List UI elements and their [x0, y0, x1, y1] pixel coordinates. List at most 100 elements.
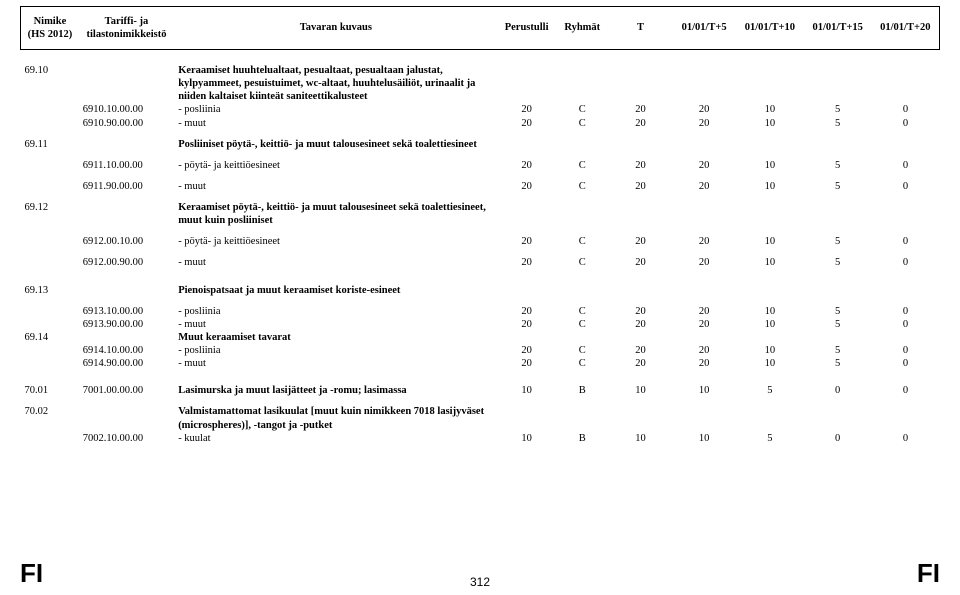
- cell-t5: [672, 405, 736, 431]
- cell-t5: 20: [672, 180, 736, 193]
- cell-t20: [872, 284, 940, 297]
- tariff-table: Nimike (HS 2012) Tariffi- ja tilastonimi…: [20, 6, 940, 445]
- cell-tariffi: 7002.10.00.00: [79, 432, 174, 445]
- cell-t20: 0: [872, 103, 940, 116]
- cell-t20: 0: [872, 344, 940, 357]
- cell-kuvaus: - posliinia: [174, 103, 497, 116]
- cell-t: 20: [609, 305, 673, 318]
- footer-right: FI: [917, 558, 940, 589]
- table-row: 6911.10.00.00- pöytä- ja keittiöesineet2…: [21, 159, 940, 172]
- cell-kuvaus: - muut: [174, 117, 497, 130]
- cell-t10: 10: [736, 344, 804, 357]
- cell-t: 10: [609, 432, 673, 445]
- cell-t10: 10: [736, 318, 804, 331]
- cell-t20: [872, 331, 940, 344]
- table-header: Nimike (HS 2012) Tariffi- ja tilastonimi…: [21, 7, 940, 50]
- cell-t5: [672, 64, 736, 103]
- cell-t10: 10: [736, 305, 804, 318]
- table-row: [21, 227, 940, 235]
- cell-perustulli: 10: [497, 384, 555, 397]
- cell-t5: 20: [672, 344, 736, 357]
- cell-t15: 5: [804, 256, 872, 269]
- cell-t: [609, 201, 673, 227]
- cell-kuvaus: - muut: [174, 256, 497, 269]
- cell-t15: 5: [804, 117, 872, 130]
- col-t20: 01/01/T+20: [872, 7, 940, 50]
- cell-t: 20: [609, 103, 673, 116]
- cell-kuvaus: - posliinia: [174, 305, 497, 318]
- cell-kuvaus: - pöytä- ja keittiöesineet: [174, 235, 497, 248]
- cell-t15: [804, 331, 872, 344]
- cell-nimike: [21, 103, 79, 116]
- table-row: 6912.00.90.00- muut20C20201050: [21, 256, 940, 269]
- table-row: 69.12Keraamiset pöytä-, keittiö- ja muut…: [21, 201, 940, 227]
- cell-t5: 20: [672, 235, 736, 248]
- cell-t20: [872, 64, 940, 103]
- cell-t5: 10: [672, 432, 736, 445]
- cell-kuvaus: - muut: [174, 357, 497, 370]
- cell-ryhmat: B: [556, 384, 609, 397]
- cell-nimike: [21, 159, 79, 172]
- cell-perustulli: 20: [497, 357, 555, 370]
- cell-t15: 5: [804, 180, 872, 193]
- cell-ryhmat: C: [556, 159, 609, 172]
- cell-t: 20: [609, 256, 673, 269]
- table-row: 69.10Keraamiset huuhtelualtaat, pesualta…: [21, 64, 940, 103]
- cell-t10: 10: [736, 180, 804, 193]
- cell-t15: 0: [804, 384, 872, 397]
- cell-t: [609, 64, 673, 103]
- table-row: 6913.90.00.00- muut20C20201050: [21, 318, 940, 331]
- table-row: 7002.10.00.00- kuulat10B1010500: [21, 432, 940, 445]
- cell-nimike: 69.12: [21, 201, 79, 227]
- cell-t20: 0: [872, 180, 940, 193]
- cell-nimike: 69.11: [21, 138, 79, 151]
- cell-t10: [736, 138, 804, 151]
- table-row: 6912.00.10.00- pöytä- ja keittiöesineet2…: [21, 235, 940, 248]
- cell-nimike: 70.02: [21, 405, 79, 431]
- cell-tariffi: [79, 284, 174, 297]
- cell-nimike: [21, 180, 79, 193]
- cell-t15: 5: [804, 103, 872, 116]
- cell-t5: 20: [672, 357, 736, 370]
- cell-t10: [736, 64, 804, 103]
- cell-perustulli: 20: [497, 256, 555, 269]
- cell-t: [609, 138, 673, 151]
- cell-t20: [872, 201, 940, 227]
- cell-t15: 5: [804, 159, 872, 172]
- cell-perustulli: 20: [497, 235, 555, 248]
- cell-t20: 0: [872, 432, 940, 445]
- cell-ryhmat: [556, 201, 609, 227]
- col-t10: 01/01/T+10: [736, 7, 804, 50]
- cell-t: 20: [609, 117, 673, 130]
- footer-left: FI: [20, 558, 43, 589]
- table-row: [21, 248, 940, 256]
- cell-tariffi: 6910.10.00.00: [79, 103, 174, 116]
- cell-kuvaus: Lasimurska ja muut lasijätteet ja -romu;…: [174, 384, 497, 397]
- cell-kuvaus: - posliinia: [174, 344, 497, 357]
- cell-perustulli: [497, 201, 555, 227]
- cell-t10: [736, 405, 804, 431]
- cell-kuvaus: - kuulat: [174, 432, 497, 445]
- cell-perustulli: [497, 405, 555, 431]
- cell-t: [609, 284, 673, 297]
- cell-tariffi: [79, 64, 174, 103]
- cell-t15: 5: [804, 235, 872, 248]
- col-t5: 01/01/T+5: [672, 7, 736, 50]
- cell-tariffi: 6914.90.00.00: [79, 357, 174, 370]
- cell-perustulli: 20: [497, 117, 555, 130]
- cell-kuvaus: - pöytä- ja keittiöesineet: [174, 159, 497, 172]
- cell-ryhmat: [556, 331, 609, 344]
- cell-t15: [804, 405, 872, 431]
- cell-t5: 20: [672, 305, 736, 318]
- cell-t10: [736, 284, 804, 297]
- cell-t: [609, 405, 673, 431]
- table-row: [21, 370, 940, 384]
- table-row: 6910.10.00.00- posliinia20C20201050: [21, 103, 940, 116]
- cell-t15: [804, 284, 872, 297]
- cell-kuvaus: - muut: [174, 318, 497, 331]
- cell-tariffi: [79, 405, 174, 431]
- cell-nimike: 69.10: [21, 64, 79, 103]
- cell-t5: [672, 201, 736, 227]
- cell-perustulli: 20: [497, 180, 555, 193]
- cell-tariffi: [79, 331, 174, 344]
